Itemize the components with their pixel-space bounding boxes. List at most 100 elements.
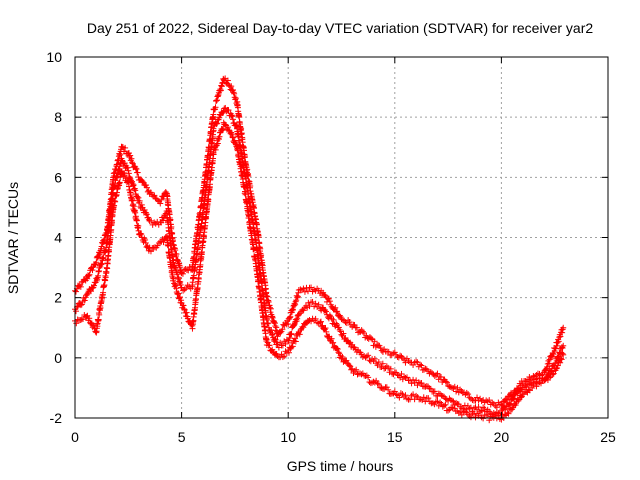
data-point-marker — [178, 270, 185, 277]
data-point-marker — [522, 382, 529, 389]
data-point-marker — [277, 329, 284, 336]
data-point-marker — [77, 302, 84, 309]
data-point-marker — [256, 264, 263, 271]
data-point-marker — [210, 127, 217, 134]
data-point-marker — [463, 389, 470, 396]
data-point-marker — [87, 288, 94, 295]
data-point-marker — [431, 388, 438, 395]
data-point-marker — [379, 360, 386, 367]
data-point-marker — [506, 400, 513, 407]
data-point-marker — [418, 362, 425, 369]
data-point-marker — [371, 338, 378, 345]
data-point-marker — [228, 83, 235, 90]
data-point-marker — [131, 186, 138, 193]
data-point-marker — [294, 315, 301, 322]
data-point-marker — [104, 265, 111, 272]
data-point-marker — [210, 111, 217, 118]
data-point-marker — [148, 217, 155, 224]
data-point-marker — [96, 251, 103, 258]
data-point-marker — [124, 164, 131, 171]
data-point-marker — [158, 196, 165, 203]
data-point-marker — [132, 187, 139, 194]
data-point-marker — [141, 206, 148, 213]
data-point-marker — [343, 320, 350, 327]
data-point-marker — [255, 234, 262, 241]
data-point-marker — [323, 298, 330, 305]
data-point-marker — [333, 320, 340, 327]
data-point-marker — [446, 383, 453, 390]
data-point-marker — [332, 304, 339, 311]
data-point-marker — [309, 298, 316, 305]
data-point-marker — [268, 331, 275, 338]
data-point-marker — [391, 349, 398, 356]
data-point-marker — [465, 391, 472, 398]
data-point-marker — [230, 89, 237, 96]
data-point-marker — [129, 197, 136, 204]
data-point-marker — [86, 271, 93, 278]
data-point-marker — [312, 300, 319, 307]
data-points — [72, 75, 567, 424]
data-point-marker — [269, 331, 276, 338]
data-point-marker — [445, 382, 452, 389]
data-point-marker — [426, 385, 433, 392]
data-point-marker — [138, 201, 145, 208]
data-point-marker — [353, 324, 360, 331]
data-point-marker — [330, 316, 337, 323]
data-point-marker — [96, 311, 103, 318]
data-point-marker — [558, 344, 565, 351]
data-point-marker — [273, 324, 280, 331]
data-point-marker — [121, 160, 128, 167]
data-point-marker — [232, 95, 239, 102]
data-point-marker — [493, 404, 500, 411]
data-point-marker — [91, 282, 98, 289]
data-point-marker — [179, 270, 186, 277]
data-point-marker — [371, 355, 378, 362]
data-point-marker — [359, 328, 366, 335]
data-point-marker — [295, 289, 302, 296]
data-point-marker — [322, 307, 329, 314]
data-point-marker — [363, 353, 370, 360]
data-point-marker — [336, 312, 343, 319]
data-point-marker — [385, 364, 392, 371]
data-point-marker — [425, 368, 432, 375]
data-point-marker — [334, 308, 341, 315]
data-point-marker — [301, 288, 308, 295]
data-point-marker — [560, 342, 567, 349]
data-point-marker — [346, 340, 353, 347]
data-point-marker — [554, 339, 561, 346]
data-point-marker — [157, 200, 164, 207]
data-point-marker — [415, 379, 422, 386]
data-point-marker — [240, 162, 247, 169]
data-point-marker — [375, 359, 382, 366]
data-point-marker — [292, 298, 299, 305]
data-point-marker — [143, 184, 150, 191]
data-point-marker — [107, 232, 114, 239]
data-point-marker — [442, 378, 449, 385]
data-point-marker — [121, 172, 128, 179]
data-point-marker — [510, 395, 517, 402]
data-point-marker — [417, 361, 424, 368]
data-point-marker — [90, 322, 97, 329]
data-point-marker — [295, 311, 302, 318]
data-point-marker — [118, 157, 125, 164]
data-point-marker — [98, 243, 105, 250]
data-point-marker — [272, 335, 279, 342]
data-point-marker — [377, 344, 384, 351]
data-point-marker — [102, 274, 109, 281]
data-point-marker — [213, 120, 220, 127]
data-point-marker — [124, 178, 131, 185]
data-point-marker — [72, 308, 79, 315]
data-point-marker — [135, 194, 142, 201]
data-point-marker — [544, 363, 551, 370]
data-point-marker — [289, 306, 296, 313]
data-point-marker — [300, 285, 307, 292]
data-point-marker — [77, 283, 84, 290]
data-point-marker — [162, 210, 169, 217]
data-point-marker — [399, 376, 406, 383]
data-point-marker — [437, 374, 444, 381]
data-point-marker — [101, 236, 108, 243]
data-point-marker — [224, 77, 231, 84]
data-point-marker — [130, 182, 137, 189]
